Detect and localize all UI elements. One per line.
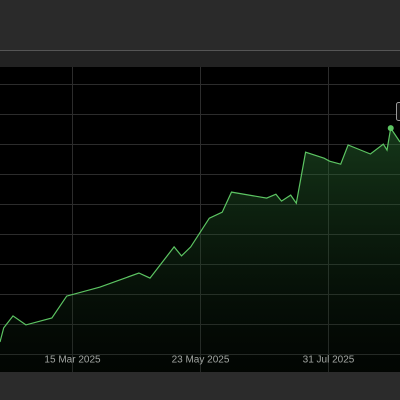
series-line [0,126,400,343]
bottom-bar [0,372,400,400]
toolbar [0,51,400,67]
plot: 15 Mar 202523 May 202531 Jul 2025 [0,67,400,372]
area-fill [0,128,400,372]
tooltip-edge [396,102,400,121]
top-bar [0,0,400,50]
hover-point [387,125,394,132]
